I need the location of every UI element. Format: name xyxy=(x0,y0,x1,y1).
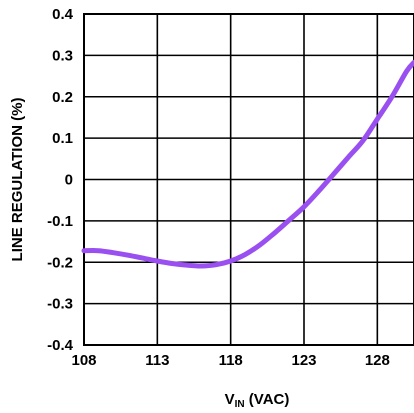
y-tick-label: 0.3 xyxy=(52,47,73,64)
y-axis-title: LINE REGULATION (%) xyxy=(9,98,26,262)
x-tick-label: 108 xyxy=(71,352,96,369)
x-tick-label: 123 xyxy=(291,352,316,369)
y-tick-label: 0.1 xyxy=(52,130,73,147)
x-axis-title-subscript: IN xyxy=(235,399,245,410)
x-tick-label: 128 xyxy=(365,352,390,369)
y-tick-label: -0.4 xyxy=(47,337,74,354)
y-tick-label: -0.2 xyxy=(47,254,73,271)
line-regulation-series xyxy=(81,59,414,269)
x-tick-label: 118 xyxy=(219,352,243,369)
x-tick-label: 113 xyxy=(145,352,169,369)
y-tick-label: -0.1 xyxy=(47,213,73,230)
y-tick-label: 0 xyxy=(65,172,73,189)
y-tick-label: -0.3 xyxy=(47,296,73,313)
grid-lines xyxy=(83,13,414,346)
x-axis-title-main: V xyxy=(225,391,235,408)
x-tick-labels: 108 113 118 123 128 xyxy=(71,352,389,369)
y-tick-labels: 0.4 0.3 0.2 0.1 0 -0.1 -0.2 -0.3 -0.4 xyxy=(47,6,74,354)
y-tick-label: 0.4 xyxy=(52,6,74,23)
x-axis-title-unit: (VAC) xyxy=(245,391,290,408)
y-tick-label: 0.2 xyxy=(52,89,73,106)
plot-frame xyxy=(83,13,414,346)
x-axis-title: VIN (VAC) xyxy=(225,391,290,410)
